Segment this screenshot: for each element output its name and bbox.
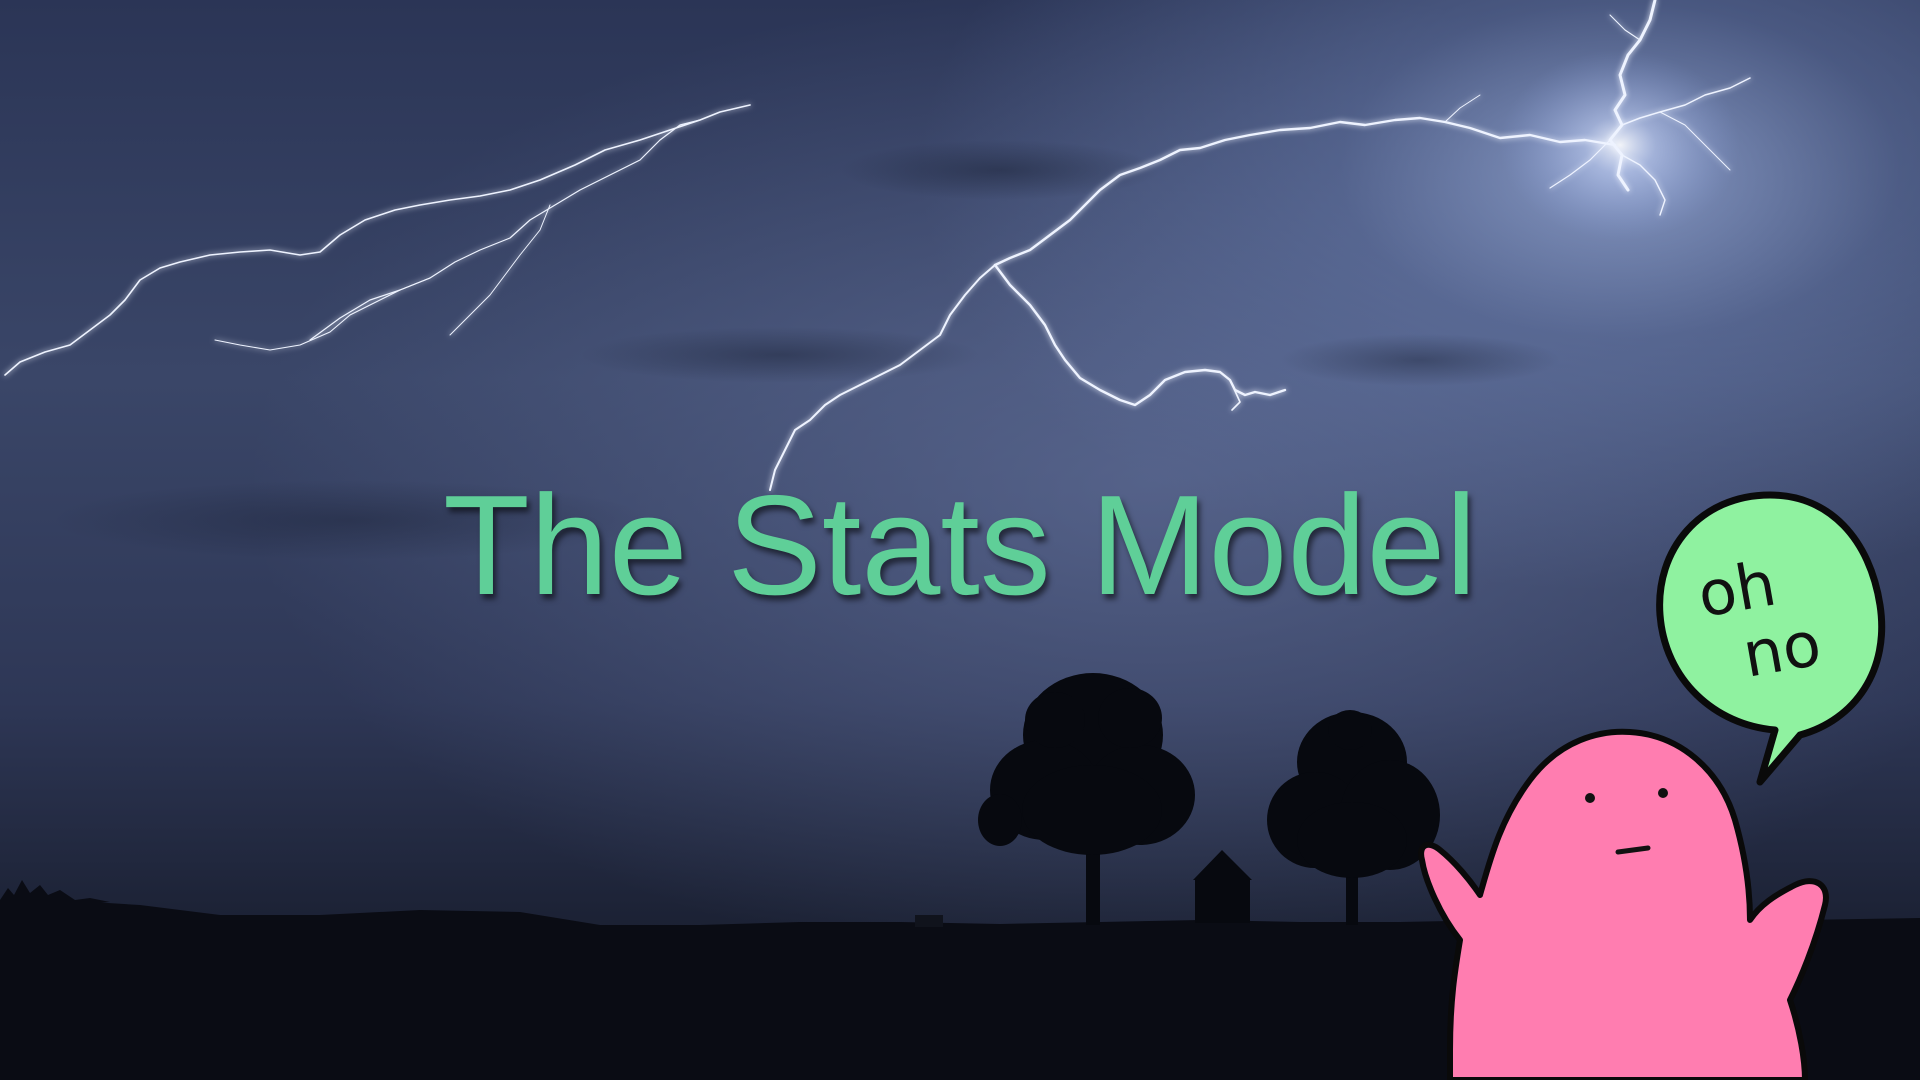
blob-character-icon (1418, 728, 1829, 1080)
speech-bubble-icon: oh no (1656, 491, 1886, 786)
tree-icon (1267, 710, 1440, 925)
speech-bubble-text-line2: no (1737, 606, 1826, 691)
lightning-flash-glow (1500, 50, 1740, 240)
blob-eye-right (1658, 788, 1668, 798)
speech-bubble-text-line1: oh (1692, 546, 1781, 631)
ground-silhouette (0, 900, 1920, 1080)
house-icon (1193, 850, 1252, 923)
distant-treeline (0, 880, 110, 910)
ground-object (915, 915, 943, 927)
blob-mouth (1615, 845, 1651, 855)
slide-title: The Stats Model (443, 466, 1477, 625)
tree-icon (978, 673, 1195, 925)
lightning-bolt-icon (4, 0, 1751, 491)
blob-eye-left (1585, 793, 1595, 803)
